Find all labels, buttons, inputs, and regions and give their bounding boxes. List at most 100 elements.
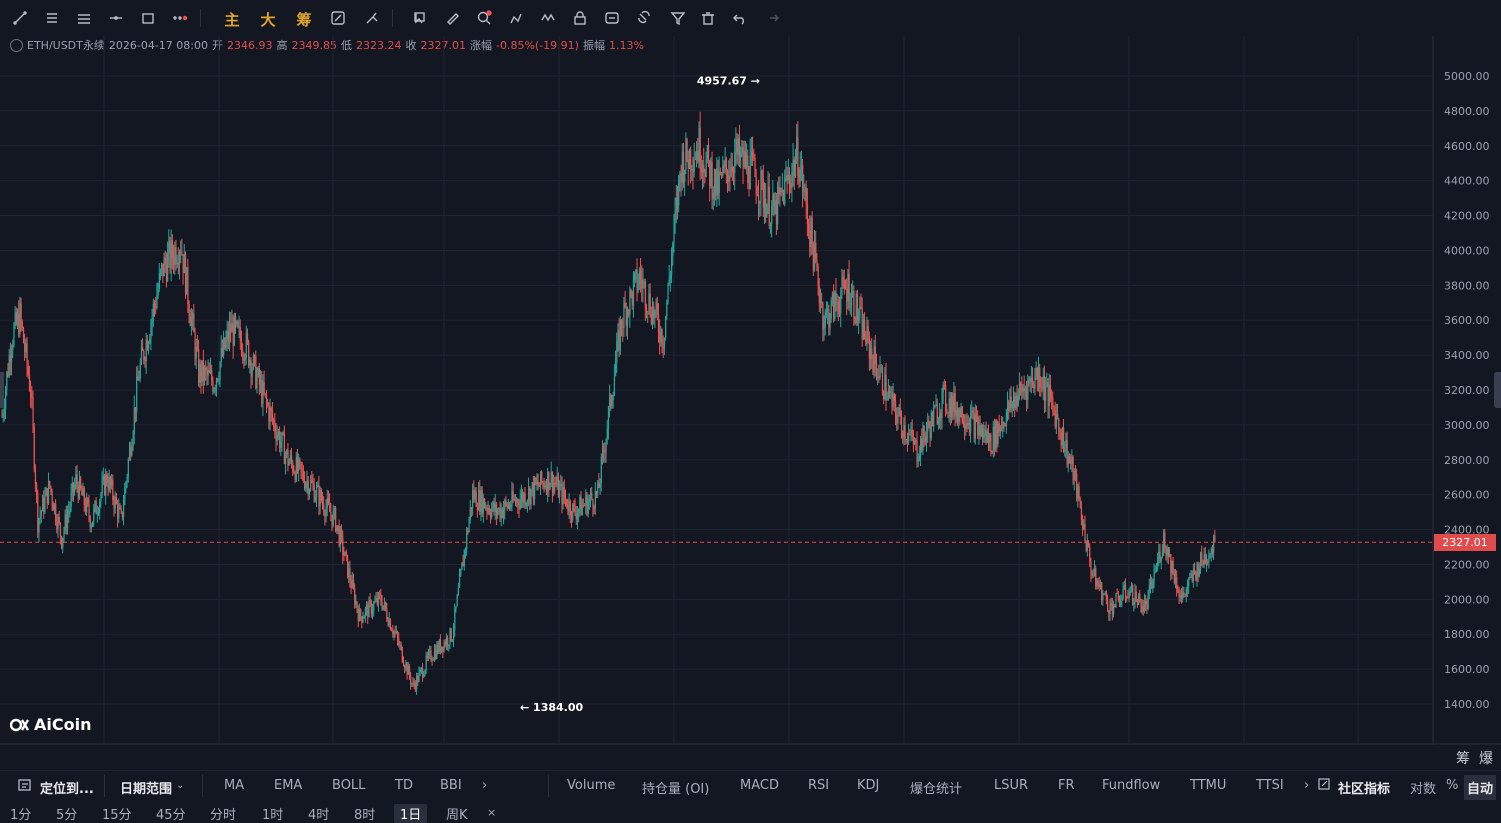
liquidation-toggle[interactable]: 爆 — [1479, 751, 1493, 767]
locate-icon[interactable] — [18, 778, 32, 796]
sub-indicator-item[interactable]: TTMU — [1190, 778, 1227, 793]
candle-body — [761, 170, 763, 179]
chip-toggle[interactable]: 筹 — [1456, 751, 1470, 767]
candle-body — [443, 642, 445, 652]
candle-body — [661, 329, 663, 348]
parallel-lines-icon[interactable] — [42, 8, 62, 28]
high-value: 2349.85 — [291, 38, 338, 52]
pattern-icon[interactable] — [538, 8, 558, 28]
candle-body — [522, 492, 524, 503]
candle-body — [1153, 571, 1155, 582]
horizontal-lines-icon[interactable] — [74, 8, 94, 28]
cursor-icon[interactable] — [410, 8, 430, 28]
candle-body — [164, 257, 166, 265]
timeframe-2[interactable]: 15分 — [102, 808, 132, 823]
edit-icon[interactable] — [1318, 778, 1330, 794]
sub-indicator-item[interactable]: 爆仓统计 — [910, 782, 963, 797]
trash-icon[interactable] — [698, 8, 718, 28]
timeframe-7[interactable]: 8时 — [354, 808, 376, 823]
candle-body — [519, 499, 521, 509]
sub-indicator-item[interactable]: RSI — [808, 778, 830, 793]
magnet-icon[interactable] — [634, 8, 654, 28]
trend-line-icon[interactable] — [10, 8, 30, 28]
text-big-button[interactable]: 大 — [260, 10, 276, 29]
ohlc-info-bar: ETH/USDT永续 2026-04-17 08:00 开 2346.93 高 23… — [10, 37, 644, 53]
timeframe-1[interactable]: 5分 — [56, 808, 78, 823]
indicator-ma[interactable]: MA — [224, 778, 245, 793]
candle-body — [460, 569, 462, 576]
price-chart-area[interactable]: 5000.00 4800.00 4600.00 4400.00 4200.00 4000.… — [0, 36, 1501, 745]
timeframe-9[interactable]: 周K — [446, 808, 468, 823]
chevron-down-icon[interactable]: ⌄ — [176, 780, 185, 791]
undo-icon[interactable] — [730, 8, 750, 28]
candle-body — [796, 137, 798, 161]
candle-body — [654, 310, 656, 319]
right-panel-handle[interactable] — [1494, 372, 1501, 408]
sub-indicator-item[interactable]: Volume — [567, 778, 616, 793]
chevron-right-icon[interactable]: › — [482, 778, 488, 793]
marker-icon[interactable] — [506, 8, 526, 28]
lock-icon[interactable] — [570, 8, 590, 28]
sub-indicator-item[interactable]: MACD — [740, 778, 779, 793]
percent-scale-toggle[interactable]: % — [1446, 778, 1459, 793]
hide-icon[interactable] — [602, 8, 622, 28]
ruler-icon[interactable] — [442, 8, 462, 28]
sub-indicator-item[interactable]: KDJ — [857, 778, 880, 793]
indicator-bbi[interactable]: BBI — [440, 778, 462, 793]
candle-body — [223, 337, 225, 356]
candle-body — [635, 269, 637, 274]
candle-body — [397, 632, 399, 639]
text-chip-button[interactable]: 筹 — [296, 10, 312, 29]
candle-body — [1076, 473, 1078, 499]
chevron-right-icon[interactable]: › — [1304, 778, 1310, 793]
candle-body — [740, 152, 742, 159]
candle-body — [803, 191, 805, 193]
candle-body — [1059, 429, 1061, 433]
candle-body — [536, 481, 538, 485]
candle-body — [488, 508, 490, 514]
indicator-td[interactable]: TD — [395, 778, 413, 793]
measure-icon[interactable] — [328, 8, 348, 28]
sub-indicator-item[interactable]: TTSI — [1256, 778, 1284, 793]
candlestick-chart[interactable]: 5000.00 4800.00 4600.00 4400.00 4200.00 4000.… — [0, 36, 1501, 745]
indicator-boll[interactable]: BOLL — [332, 778, 366, 793]
left-panel-handle[interactable] — [0, 372, 4, 408]
indicator-ema[interactable]: EMA — [274, 778, 303, 793]
timeframe-0[interactable]: 1分 — [10, 808, 32, 823]
timeframe-6[interactable]: 4时 — [308, 808, 330, 823]
candle-body — [194, 332, 196, 359]
text-main-button[interactable]: 主 — [224, 10, 240, 29]
timeframe-8[interactable]: 1日 — [394, 804, 428, 823]
collapse-icon[interactable] — [10, 38, 23, 52]
sub-indicator-item[interactable]: Fundflow — [1102, 778, 1161, 793]
candle-body — [1176, 576, 1178, 590]
candle-body — [215, 378, 218, 388]
rectangle-icon[interactable] — [138, 8, 158, 28]
timeframe-4[interactable]: 分时 — [210, 808, 237, 823]
ray-icon[interactable] — [106, 8, 126, 28]
timeframe-5[interactable]: 1时 — [262, 808, 284, 823]
candle-body — [656, 302, 658, 315]
timeframe-3[interactable]: 45分 — [156, 808, 186, 823]
candle-body — [691, 168, 693, 171]
zoom-icon[interactable] — [474, 8, 494, 28]
candle-body — [212, 380, 214, 392]
candle-body — [565, 497, 567, 500]
candle-body — [1202, 561, 1204, 566]
candle-body — [1004, 425, 1006, 427]
sub-indicator-item[interactable]: LSUR — [994, 778, 1029, 793]
community-indicators-button[interactable]: 社区指标 — [1338, 782, 1391, 797]
date-range-button[interactable]: 日期范围 — [120, 782, 173, 797]
candle-body — [582, 505, 585, 507]
brush-icon[interactable] — [362, 8, 382, 28]
filter-icon[interactable] — [668, 8, 688, 28]
locate-button[interactable]: 定位到... — [40, 782, 94, 797]
candle-body — [355, 601, 357, 605]
log-scale-toggle[interactable]: 对数 — [1410, 782, 1437, 797]
more-shapes-icon[interactable] — [170, 8, 190, 28]
sub-indicator-item[interactable]: 持仓量 (OI) — [642, 782, 710, 797]
redo-icon[interactable] — [762, 8, 782, 28]
close-icon[interactable]: × — [487, 806, 497, 819]
sub-indicator-item[interactable]: FR — [1058, 778, 1075, 793]
auto-scale-toggle[interactable]: 自动 — [1464, 775, 1497, 800]
